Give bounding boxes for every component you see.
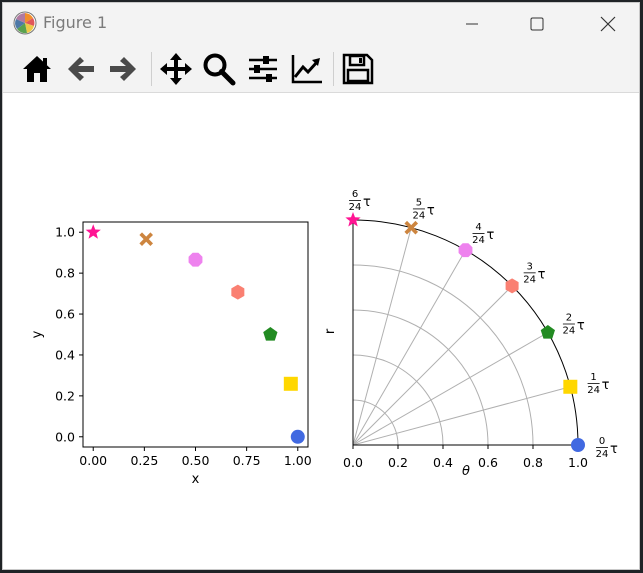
theta-tick-numerator: 0: [599, 436, 605, 447]
theta-tick-denominator: 24: [349, 202, 362, 213]
theta-tick-unit: τ: [427, 203, 435, 218]
save-button[interactable]: [340, 51, 376, 87]
theta-tick-numerator: 1: [590, 372, 596, 383]
data-point-square: [283, 376, 298, 391]
x-axis-label: x: [192, 472, 200, 487]
toolbar-separator: [151, 52, 152, 86]
data-point-star: [85, 224, 101, 239]
theta-tick-numerator: 2: [566, 313, 572, 324]
save-floppy-icon: [342, 53, 374, 85]
r-tick-label: 0.4: [433, 455, 453, 470]
r-tick-label: 0.8: [523, 455, 543, 470]
pan-move-icon: [160, 53, 192, 85]
theta-tick-denominator: 24: [413, 210, 426, 221]
edit-axis-icon: [291, 55, 322, 84]
r-gridline: [352, 399, 399, 446]
close-icon: [600, 16, 616, 31]
data-point-x: [139, 232, 154, 246]
r-gridline: [352, 309, 489, 446]
zoom-button[interactable]: [201, 51, 237, 87]
r-tick-label: 0.6: [478, 455, 498, 470]
y-tick-label: 0.0: [55, 429, 75, 444]
theta-axis-label: θ: [462, 464, 470, 479]
home-button[interactable]: [19, 51, 55, 87]
x-tick-label: 0.00: [79, 453, 107, 468]
theta-gridline: [352, 386, 571, 446]
theta-gridline: [352, 285, 513, 446]
minimize-icon: [466, 23, 478, 24]
polar-data-point-hexagon: [505, 278, 519, 294]
y-tick-label: 0.6: [55, 307, 75, 322]
theta-tick-denominator: 24: [472, 235, 485, 246]
y-tick-label: 0.8: [55, 266, 75, 281]
forward-button[interactable]: [105, 51, 141, 87]
theta-tick-unit: τ: [363, 195, 371, 210]
x-tick-label: 0.75: [233, 453, 261, 468]
forward-arrow-icon: [110, 57, 136, 81]
r-gridline: [352, 264, 534, 446]
configure-subplots-button[interactable]: [245, 51, 281, 87]
theta-tick-numerator: 3: [526, 261, 532, 272]
title-bar: Figure 1: [3, 3, 639, 44]
maximize-button[interactable]: [514, 3, 560, 44]
polar-data-point-octagon: [458, 243, 473, 258]
toolbar-separator: [333, 52, 334, 86]
maximize-icon: [530, 17, 544, 30]
figure-canvas[interactable]: 0.00 0.25 0.50 0.75 1.00 0.0 0.2 0.4 0.6 0.8 1.0 x y…: [3, 93, 640, 570]
theta-tick-numerator: 6: [352, 189, 358, 200]
theta-gridline: [352, 249, 466, 446]
pan-button[interactable]: [158, 51, 194, 87]
theta-tick-denominator: 24: [523, 274, 536, 285]
theta-tick-numerator: 4: [475, 222, 481, 233]
matplotlib-logo-icon: [13, 11, 37, 35]
data-point-hexagon: [231, 284, 245, 300]
home-icon: [23, 56, 51, 82]
figure-plots[interactable]: 0.00 0.25 0.50 0.75 1.000.00.20.40.60.81.0xy…: [3, 93, 640, 570]
data-point-pentagon: [263, 327, 278, 341]
theta-gridline: [352, 227, 412, 446]
back-button[interactable]: [63, 51, 99, 87]
minimize-button[interactable]: [449, 3, 495, 44]
theta-tick-denominator: 24: [587, 385, 600, 396]
theta-tick-unit: τ: [538, 267, 546, 282]
polar-data-point-x: [404, 220, 419, 235]
close-button[interactable]: [585, 3, 631, 44]
r-axis-label: r: [323, 328, 338, 334]
configure-subplots-icon: [249, 56, 277, 82]
theta-tick-unit: τ: [487, 228, 495, 243]
x-tick-label: 1.00: [284, 453, 312, 468]
edit-axis-button[interactable]: [289, 51, 325, 87]
r-tick-label: 0.2: [388, 455, 408, 470]
theta-tick-unit: τ: [577, 319, 585, 334]
y-axis-label: y: [30, 330, 45, 338]
back-arrow-icon: [68, 57, 94, 81]
x-tick-label: 0.50: [182, 453, 210, 468]
theta-gridline: [352, 332, 549, 446]
polar-data-point-square: [563, 379, 578, 394]
theta-tick-denominator: 24: [596, 449, 609, 460]
theta-tick-denominator: 24: [563, 326, 576, 337]
polar-data-point-circle: [571, 438, 585, 452]
window-title: Figure 1: [43, 13, 108, 32]
data-point-circle: [290, 429, 305, 444]
y-tick-label: 0.4: [55, 347, 75, 362]
r-gridline: [352, 354, 444, 446]
theta-tick-unit: τ: [602, 378, 610, 393]
y-tick-label: 1.0: [55, 225, 75, 240]
x-tick-label: 0.25: [130, 453, 158, 468]
polar-data-point-pentagon: [540, 325, 555, 339]
polar-data-point-star: [345, 212, 361, 227]
y-tick-label: 0.2: [55, 388, 75, 403]
theta-tick-numerator: 5: [416, 197, 422, 208]
r-tick-label: 1.0: [568, 455, 588, 470]
zoom-magnifier-icon: [203, 53, 236, 86]
r-tick-label: 0.0: [343, 455, 363, 470]
data-point-octagon: [188, 252, 203, 267]
navigation-toolbar: [3, 44, 639, 93]
theta-tick-unit: τ: [610, 442, 618, 457]
